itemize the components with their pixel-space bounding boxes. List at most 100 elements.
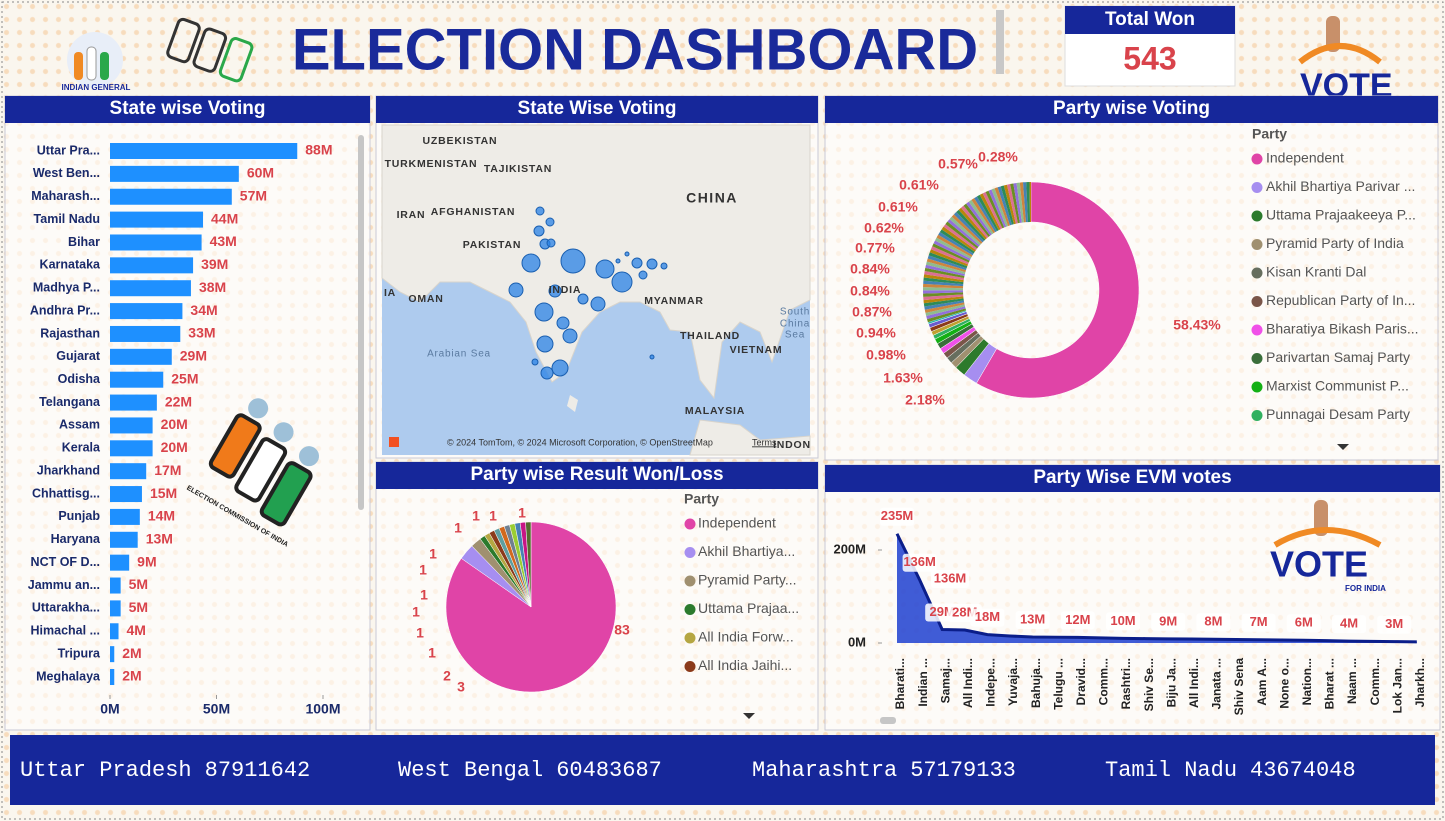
category-label: Kerala	[62, 441, 101, 455]
data-label: 8M	[1204, 614, 1222, 629]
unlabeled-slice	[979, 193, 1001, 231]
unlabeled-slice	[985, 190, 1005, 229]
unlabeled-slice	[1013, 182, 1022, 223]
data-label: 13M	[1020, 611, 1045, 626]
map-bubble	[560, 248, 586, 274]
charts: State wise Voting 0M 50M 100M Uttar Pra... 88…	[4, 95, 1441, 731]
data-label: 22M	[165, 393, 192, 409]
data-label: 34M	[190, 302, 217, 318]
legend-marker	[684, 575, 696, 587]
unlabeled-slice	[938, 232, 974, 256]
data-label-bg	[1106, 612, 1140, 631]
unlabeled-slice	[927, 308, 967, 323]
panel-header	[376, 96, 818, 123]
place-label: Arabian Sea	[427, 349, 491, 360]
x-tick-label: Shiv Se...	[1142, 658, 1156, 711]
data-label: 1	[416, 625, 424, 641]
logo-general-election: INDIAN GENERAL	[62, 32, 131, 92]
logo-finger	[100, 52, 109, 80]
legend-marker	[1251, 410, 1263, 421]
legend-label: Independent	[1266, 150, 1344, 166]
x-tick-label: Bharati...	[893, 658, 907, 709]
map-bubble	[577, 293, 589, 305]
bar	[110, 577, 121, 594]
legend-marker	[684, 661, 696, 672]
panel-header	[5, 96, 370, 123]
bar	[110, 463, 147, 480]
data-label: 9M	[1159, 613, 1177, 628]
bar	[110, 417, 153, 434]
category-label: Andhra Pr...	[30, 303, 100, 317]
eci-dot	[299, 446, 320, 467]
unlabeled-slice	[925, 304, 966, 317]
unlabeled-slice	[1019, 182, 1026, 223]
place-label: THAILAND	[680, 330, 740, 342]
data-label: 1	[472, 508, 480, 524]
category-label: Meghalaya	[36, 669, 101, 683]
category-label: Gujarat	[56, 349, 101, 363]
bar	[110, 188, 232, 205]
unlabeled-slice	[953, 212, 984, 243]
x-tick-label: Bahuja...	[1029, 658, 1043, 708]
unlabeled-slice	[968, 199, 994, 235]
ticker-item: Maharashtra 57179133	[752, 758, 1016, 783]
vote-swoosh	[1298, 43, 1382, 65]
logo-finger	[86, 46, 97, 81]
unlabeled-slice	[945, 221, 979, 249]
data-label: 25M	[171, 370, 198, 386]
place-label: Sea	[785, 330, 805, 341]
data-label-bg	[1015, 610, 1050, 629]
x-tick-label: Indian ...	[916, 658, 930, 707]
map-bubble	[535, 206, 545, 216]
ticker-item: Uttar Pradesh 87911642	[20, 758, 310, 783]
annotation: 136M	[934, 570, 967, 585]
legend-marker	[684, 632, 696, 644]
evm-stripe	[192, 27, 228, 73]
place-label: INDON	[773, 439, 811, 451]
ticker-votes: 60483687	[556, 758, 662, 783]
panel-title: State Wise Voting	[518, 98, 677, 119]
unlabeled-slice	[961, 205, 989, 239]
unlabeled-slice	[958, 207, 987, 240]
ticker-state: Tamil Nadu	[1105, 758, 1237, 783]
bar	[110, 143, 298, 159]
map-bubble	[540, 366, 554, 380]
data-label: 29M	[180, 348, 207, 364]
category-label: Bihar	[68, 235, 100, 249]
unlabeled-slice	[951, 214, 983, 244]
dashboard-title: ELECTION DASHBOARD	[292, 17, 978, 82]
data-label: 10M	[1110, 613, 1135, 628]
legend-label: Uttama Prajaakeeya P...	[1266, 207, 1416, 223]
category-label: Uttar Pra...	[37, 143, 100, 157]
map-bubble	[521, 253, 541, 273]
x-tick-label: Yuvaja...	[1006, 658, 1020, 706]
map-bubble	[638, 270, 648, 280]
map-bubble	[508, 282, 524, 298]
map-attribution: © 2024 TomTom, © 2024 Microsoft Corporat…	[447, 437, 713, 447]
place-label: OMAN	[408, 293, 443, 305]
unlabeled-slice	[976, 194, 999, 232]
unlabeled-slice	[923, 290, 964, 294]
data-label: 57M	[240, 187, 267, 203]
data-label: 1	[420, 587, 428, 603]
data-label: 9M	[137, 553, 156, 569]
data-label: 88M	[305, 142, 332, 158]
data-label: 0.94%	[856, 325, 896, 341]
panel-header	[376, 462, 818, 489]
panel-title: Party wise Result Won/Loss	[470, 464, 723, 485]
map-bubble	[536, 335, 554, 353]
category-label: Karnataka	[40, 258, 101, 272]
y-tick-label: 0M	[848, 634, 866, 649]
unlabeled-slice	[935, 237, 972, 259]
data-label-bg	[1196, 613, 1231, 632]
legend-label: Pyramid Party...	[698, 572, 797, 588]
panel-title: Party Wise EVM votes	[1033, 467, 1231, 488]
unlabeled-slice	[924, 271, 965, 281]
legend-marker	[684, 604, 696, 615]
x-tick-label: Comm...	[1368, 658, 1382, 705]
category-label: Himachal ...	[31, 624, 100, 638]
unlabeled-slice	[923, 280, 964, 287]
x-tick-label: Indepe...	[984, 658, 998, 707]
bar	[110, 440, 153, 457]
